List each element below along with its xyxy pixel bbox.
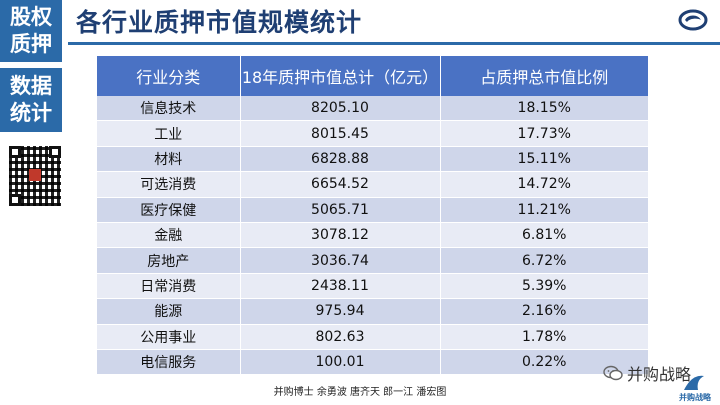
table-row: 信息技术 8205.10 18.15% bbox=[97, 96, 648, 122]
cell-industry: 工业 bbox=[97, 120, 241, 147]
table-row: 医疗保健 5065.71 11.21% bbox=[97, 197, 648, 223]
title-divider bbox=[68, 42, 720, 45]
cell-ratio: 1.78% bbox=[440, 324, 648, 350]
cell-ratio: 17.73% bbox=[440, 120, 648, 147]
table-row: 金融 3078.12 6.81% bbox=[97, 222, 648, 249]
cell-ratio: 15.11% bbox=[440, 146, 648, 173]
cell-industry: 医疗保健 bbox=[97, 197, 241, 223]
cell-industry: 材料 bbox=[97, 146, 241, 173]
page-title: 各行业质押市值规模统计 bbox=[76, 8, 363, 37]
header-pledge-ratio: 占质押总市值比例 bbox=[440, 56, 648, 96]
wechat-icon bbox=[603, 365, 623, 381]
header-industry: 行业分类 bbox=[97, 56, 241, 96]
table-row: 能源 975.94 2.16% bbox=[97, 298, 648, 325]
cell-value: 3078.12 bbox=[240, 222, 441, 249]
sidebar-mid-line1: 数据 bbox=[10, 74, 52, 98]
cell-industry: 日常消费 bbox=[97, 273, 241, 300]
cell-industry: 公用事业 bbox=[97, 324, 241, 350]
cell-industry: 房地产 bbox=[97, 247, 241, 274]
sidebar-section-pledge: 股权 质押 bbox=[0, 0, 62, 62]
table-row: 房地产 3036.74 6.72% bbox=[97, 247, 648, 274]
cell-value: 8015.45 bbox=[240, 120, 441, 147]
table-row: 电信服务 100.01 0.22% bbox=[97, 349, 648, 376]
cell-value: 6654.52 bbox=[240, 171, 441, 198]
table-row: 日常消费 2438.11 5.39% bbox=[97, 273, 648, 300]
sidebar-mid-line2: 统计 bbox=[10, 101, 52, 125]
table-row: 公用事业 802.63 1.78% bbox=[97, 324, 648, 350]
cell-value: 6828.88 bbox=[240, 146, 441, 173]
cell-value: 5065.71 bbox=[240, 197, 441, 223]
sidebar-top-line2: 质押 bbox=[10, 32, 52, 56]
shark-fin-icon bbox=[684, 375, 704, 390]
brand-label: 并购战略 bbox=[679, 393, 711, 402]
cell-industry: 可选消费 bbox=[97, 171, 241, 198]
cell-industry: 金融 bbox=[97, 222, 241, 249]
qr-code-icon bbox=[7, 144, 63, 208]
footer-credits: 并购博士 余勇波 唐齐天 郎一江 潘宏图 bbox=[273, 387, 447, 398]
table-row: 工业 8015.45 17.73% bbox=[97, 120, 648, 147]
cell-value: 802.63 bbox=[240, 324, 441, 350]
cell-value: 2438.11 bbox=[240, 273, 441, 300]
sidebar-section-stats: 数据 统计 bbox=[0, 68, 62, 132]
cell-industry: 电信服务 bbox=[97, 349, 241, 376]
wechat-watermark: 并购战略 bbox=[603, 361, 691, 385]
cell-ratio: 6.72% bbox=[440, 247, 648, 274]
cell-value: 8205.10 bbox=[240, 96, 441, 122]
table-row: 可选消费 6654.52 14.72% bbox=[97, 171, 648, 198]
wechat-label: 并购战略 bbox=[627, 365, 692, 384]
cell-industry: 能源 bbox=[97, 298, 241, 325]
cell-ratio: 5.39% bbox=[440, 273, 648, 300]
table-header-row: 行业分类 18年质押市值总计（亿元） 占质押总市值比例 bbox=[97, 56, 648, 96]
cell-value: 975.94 bbox=[240, 298, 441, 325]
cell-ratio: 6.81% bbox=[440, 222, 648, 249]
table-row: 材料 6828.88 15.11% bbox=[97, 146, 648, 173]
cell-ratio: 14.72% bbox=[440, 171, 648, 198]
cell-ratio: 18.15% bbox=[440, 96, 648, 122]
cell-value: 100.01 bbox=[240, 349, 441, 376]
cell-ratio: 2.16% bbox=[440, 298, 648, 325]
brand-badge: 并购战略 bbox=[673, 367, 717, 403]
cell-industry: 信息技术 bbox=[97, 96, 241, 122]
brand-logo-icon bbox=[678, 9, 708, 31]
industry-pledge-table: 行业分类 18年质押市值总计（亿元） 占质押总市值比例 信息技术 8205.10… bbox=[97, 56, 648, 376]
cell-ratio: 11.21% bbox=[440, 197, 648, 223]
header-pledge-value: 18年质押市值总计（亿元） bbox=[240, 56, 441, 96]
sidebar-top-line1: 股权 bbox=[10, 5, 52, 29]
cell-value: 3036.74 bbox=[240, 247, 441, 274]
